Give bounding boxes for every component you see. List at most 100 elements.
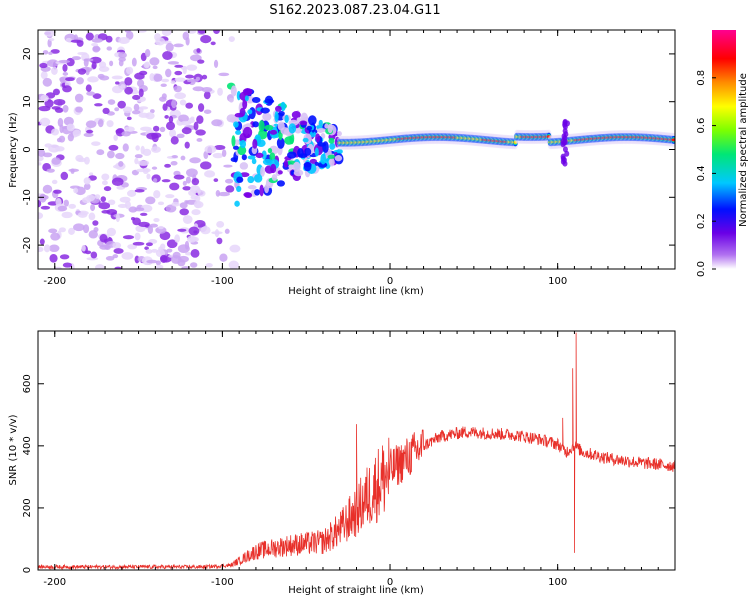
spectrogram-ytick-label: 10 bbox=[22, 95, 33, 108]
spectrogram-cell bbox=[210, 41, 216, 46]
snr-ytick-label: 200 bbox=[22, 498, 33, 517]
spectrogram-cell bbox=[260, 166, 265, 177]
spectrogram-cell bbox=[113, 248, 124, 254]
spectrogram-cell bbox=[52, 88, 60, 96]
spectrogram-cell bbox=[185, 102, 194, 109]
spectrogram-cell bbox=[181, 127, 192, 135]
spectrogram-cell bbox=[50, 49, 60, 54]
spectrogram-cell bbox=[247, 175, 255, 184]
spectrogram-cell bbox=[177, 244, 190, 254]
spectrogram-cell bbox=[277, 170, 283, 175]
spectrogram-cell bbox=[107, 150, 115, 159]
spectrogram-cell bbox=[165, 204, 177, 213]
spectrogram-cell bbox=[53, 98, 66, 106]
spectrogram-cell bbox=[91, 38, 103, 43]
spectrogram-cell bbox=[51, 66, 58, 75]
spectrogram-cell bbox=[75, 106, 83, 113]
spectrogram-cell bbox=[329, 142, 336, 150]
spectrogram-cell bbox=[123, 106, 133, 114]
spectrogram-cell bbox=[100, 196, 107, 203]
spectrogram-cell bbox=[218, 191, 230, 197]
spectrogram-cell bbox=[309, 131, 316, 138]
spectrogram-cell bbox=[187, 235, 197, 243]
spectrogram-cell bbox=[231, 135, 236, 147]
spectrogram-cell bbox=[62, 63, 68, 72]
spectrogram-cell bbox=[196, 48, 201, 53]
spectrogram-cell bbox=[201, 86, 213, 93]
snr-xtick-label: 100 bbox=[548, 577, 567, 588]
spectrogram-cell bbox=[244, 95, 249, 102]
spectrogram-cell bbox=[190, 116, 195, 120]
spectrogram-cell bbox=[317, 162, 328, 168]
spectrogram-cell bbox=[237, 145, 247, 156]
spectrogram-cell bbox=[70, 39, 83, 43]
spectrogram-cell bbox=[104, 245, 111, 250]
spectrogram-cell bbox=[146, 173, 151, 180]
spectrogram-cell bbox=[170, 255, 182, 264]
spectrogram-cell bbox=[149, 109, 155, 114]
spectrogram-cell bbox=[83, 58, 89, 67]
spectrogram-ytick-label: -10 bbox=[22, 189, 33, 205]
spectrogram-cell bbox=[151, 133, 159, 143]
spectrogram-cell bbox=[162, 103, 168, 111]
spectrogram-ytick-label: -20 bbox=[22, 237, 33, 253]
spectrogram-cell bbox=[153, 125, 160, 132]
snr-panel: -200 -100 0 100 0 200 400 600 Height of straig… bbox=[8, 330, 676, 596]
spectrogram-cell bbox=[115, 81, 120, 85]
spectrogram-cell bbox=[234, 200, 240, 207]
spectrogram-cell bbox=[62, 105, 69, 113]
spectrogram-cell bbox=[264, 98, 275, 104]
spectrogram-cell bbox=[276, 180, 285, 187]
spectrogram-cell bbox=[136, 79, 145, 88]
spectrogram-cell bbox=[48, 244, 60, 253]
spectrogram-cell bbox=[83, 177, 91, 185]
spectrogram-cell bbox=[327, 123, 333, 134]
spectrogram-cell bbox=[122, 235, 135, 240]
spectrogram-cell bbox=[153, 190, 161, 199]
spectrogram-cell bbox=[226, 114, 237, 123]
spectrogram-cell bbox=[38, 212, 44, 220]
spectrogram-xtick-label: 0 bbox=[387, 276, 393, 287]
spectrogram-cell bbox=[256, 139, 266, 147]
colorbar-ticks: 0.0 0.2 0.4 0.6 0.8 bbox=[696, 70, 716, 277]
spectrogram-cell bbox=[328, 137, 335, 144]
spectrogram-cell bbox=[267, 148, 273, 154]
spectrogram-cell bbox=[94, 103, 103, 107]
spectrogram-cell bbox=[138, 221, 150, 227]
spectrogram-cell bbox=[118, 56, 126, 62]
spectrogram-cell bbox=[57, 117, 64, 127]
spectrogram-cell bbox=[213, 30, 220, 35]
spectrogram-cell bbox=[166, 248, 173, 253]
spectrogram-cell bbox=[264, 124, 274, 131]
spectrogram-cell bbox=[196, 138, 203, 142]
spectrogram-cell bbox=[77, 68, 87, 75]
spectrogram-cell bbox=[97, 33, 108, 41]
spectrogram-cell bbox=[58, 227, 66, 233]
spectrogram-cell bbox=[314, 161, 319, 166]
snr-ytick-label: 400 bbox=[22, 436, 33, 455]
spectrogram-cell bbox=[242, 99, 248, 110]
spectrogram-cell bbox=[44, 30, 55, 37]
spectrogram-cell bbox=[336, 131, 342, 137]
spectrogram-cell bbox=[185, 176, 191, 184]
spectrogram-cell bbox=[164, 163, 171, 168]
spectrogram-cell bbox=[254, 174, 263, 183]
spectrogram-x-label: Height of straight line (km) bbox=[288, 286, 424, 297]
spectrogram-cell bbox=[85, 67, 90, 76]
spectrogram-cell bbox=[322, 141, 329, 153]
spectrogram-cell bbox=[241, 154, 247, 161]
spectrogram-cell bbox=[68, 227, 75, 235]
spectrogram-cell bbox=[212, 152, 224, 159]
spectrogram-cell bbox=[53, 189, 62, 194]
spectrogram-cell bbox=[258, 120, 265, 133]
spectrogram-cell bbox=[216, 220, 225, 228]
spectrogram-cell bbox=[48, 51, 53, 55]
spectrogram-cell bbox=[122, 143, 129, 152]
spectrogram-cell bbox=[72, 129, 81, 137]
spectrogram-cell bbox=[284, 136, 294, 145]
spectrogram-cell bbox=[186, 168, 198, 177]
spectrogram-ytick-label: 0 bbox=[22, 146, 33, 152]
spectrogram-cell bbox=[190, 249, 200, 258]
spectrogram-cell bbox=[42, 152, 53, 158]
snr-ytick-label: 0 bbox=[22, 567, 33, 573]
